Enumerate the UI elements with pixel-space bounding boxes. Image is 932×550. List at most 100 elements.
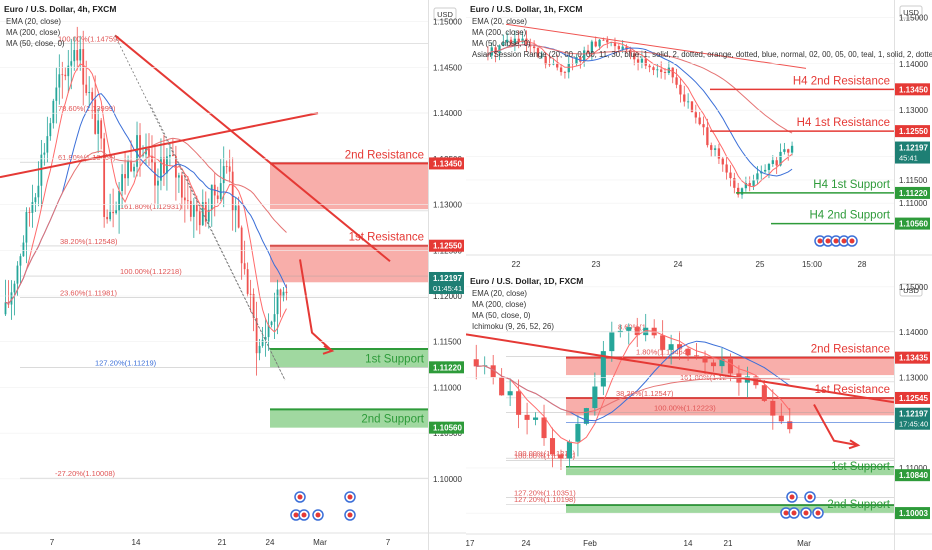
price-label-box	[429, 361, 464, 374]
event-flag-icon[interactable]	[800, 507, 812, 519]
candle-body	[668, 344, 674, 350]
candle	[276, 279, 279, 335]
x-tick-label: Mar	[313, 538, 327, 547]
fib-label: 127.20%(1.11219)	[95, 358, 157, 367]
y-tick-label: 1.12000	[433, 292, 462, 301]
zone-res-1	[270, 245, 428, 283]
candle-body	[771, 160, 774, 164]
y-tick-label: 1.14000	[899, 328, 928, 337]
candle-body	[115, 210, 118, 214]
candle	[31, 184, 34, 228]
candle-body	[590, 41, 594, 53]
candle	[43, 143, 46, 166]
price-label-countdown: 17:45:40	[899, 420, 928, 429]
fib-label: 38.20%(1.12547)	[616, 389, 674, 398]
event-flag-icon[interactable]	[846, 235, 858, 247]
price-label: 1.13450	[895, 83, 930, 96]
event-flag-icon[interactable]	[312, 509, 324, 521]
indicator-legend: EMA (20, close)	[472, 17, 527, 26]
candle-body	[567, 63, 570, 73]
candle-body	[787, 149, 790, 153]
price-label-box	[895, 141, 930, 164]
event-dot	[817, 238, 823, 244]
fib-label: 100.00%(1.12223)	[654, 404, 716, 413]
candle	[733, 172, 736, 194]
candle	[686, 93, 690, 109]
candle	[225, 160, 228, 174]
candle-body	[541, 417, 547, 439]
candle-body	[189, 200, 192, 217]
event-flag-icon[interactable]	[294, 491, 306, 503]
currency-badge[interactable]: USD	[899, 5, 923, 19]
candle	[183, 173, 186, 223]
price-label-box	[895, 407, 930, 430]
event-flag-icon[interactable]	[822, 235, 834, 247]
indicator-legend: MA (50, close, 0)	[472, 39, 531, 48]
event-flag-icon[interactable]	[344, 491, 356, 503]
candle-body	[204, 202, 207, 222]
chart-4h[interactable]: 100.00%(1.14759) 78.60%(1.13999) 61.80%(1.…	[0, 0, 466, 550]
candle	[719, 347, 725, 374]
candle-body	[509, 39, 513, 44]
candle	[219, 158, 222, 201]
price-label: 1.10560	[895, 217, 930, 230]
candle	[25, 207, 28, 264]
candle	[130, 140, 132, 173]
candle	[55, 67, 58, 124]
price-label-box	[429, 157, 464, 170]
candle	[660, 61, 663, 79]
candle-body	[31, 202, 34, 213]
fib-label: 100.00%(1.11214)	[514, 452, 576, 461]
currency-badge[interactable]: USD	[899, 283, 923, 297]
candle	[558, 449, 564, 470]
event-dot	[791, 510, 797, 516]
event-flag-icon[interactable]	[812, 507, 824, 519]
candle-body	[103, 138, 106, 217]
zone-label-res: 1st Resistance	[815, 384, 890, 396]
pane-background	[466, 0, 932, 272]
candle-body	[216, 195, 219, 200]
candle-body	[727, 359, 733, 374]
x-tick-label: 7	[386, 538, 391, 547]
candle-body	[73, 50, 76, 62]
y-tick-label: 1.11000	[899, 464, 928, 473]
event-flag-icon[interactable]	[788, 507, 800, 519]
y-tick-label: 1.11500	[899, 176, 928, 185]
candle	[255, 301, 258, 376]
chart-1h[interactable]: USD1.150001.140001.130001.120001.115001.…	[466, 0, 932, 272]
event-flag-icon[interactable]	[298, 509, 310, 521]
candle	[82, 30, 85, 106]
candle-body	[34, 197, 37, 203]
candle-body	[583, 50, 586, 62]
price-label-value: 1.12550	[433, 242, 462, 251]
candle-body	[267, 325, 270, 338]
candle	[88, 76, 91, 109]
indicator-legend: MA (200, close)	[472, 28, 527, 37]
candle-body	[675, 77, 678, 85]
event-flag-icon[interactable]	[290, 509, 302, 521]
candle-body	[234, 205, 237, 211]
price-label-box	[429, 239, 464, 252]
candle	[698, 112, 701, 126]
event-flag-icon[interactable]	[804, 491, 816, 503]
candle-body	[648, 65, 651, 68]
candle-body	[507, 391, 513, 396]
projection-arrow	[299, 259, 335, 355]
candle	[729, 165, 732, 187]
candle	[549, 427, 556, 468]
event-dot	[803, 510, 809, 516]
candle	[775, 157, 778, 174]
candle	[494, 45, 497, 63]
candle-body	[636, 59, 640, 63]
candle-body	[88, 92, 91, 94]
candle	[258, 338, 261, 361]
y-tick-label: 1.13000	[899, 106, 928, 115]
candle	[498, 44, 501, 61]
event-flag-icon[interactable]	[344, 509, 356, 521]
candle-body	[737, 187, 740, 195]
event-flag-icon[interactable]	[786, 491, 798, 503]
chart-1d[interactable]: 8.60%(1.1.80%(1.13464)161.80%(1.1238.20%…	[466, 272, 932, 550]
candle	[541, 404, 547, 446]
currency-badge[interactable]: USD	[433, 7, 457, 21]
candle	[592, 372, 598, 416]
